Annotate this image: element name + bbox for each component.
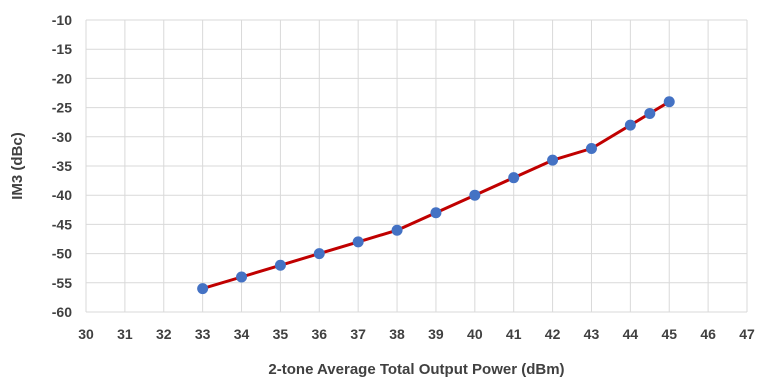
x-tick-label: 32 — [156, 326, 172, 342]
x-tick-label: 36 — [312, 326, 328, 342]
y-tick-label: -50 — [52, 246, 72, 262]
x-tick-label: 42 — [545, 326, 561, 342]
x-tick-label: 40 — [467, 326, 483, 342]
data-point — [469, 189, 481, 201]
data-point — [430, 207, 442, 219]
grid — [85, 19, 748, 313]
data-point — [624, 119, 636, 131]
y-tick-label: -40 — [52, 187, 72, 203]
x-tick-label: 41 — [506, 326, 522, 342]
x-tick-label: 33 — [195, 326, 211, 342]
x-axis-ticks: 30 31 32 33 34 35 36 37 38 39 40 41 42 43 44 45 46 47 — [78, 326, 755, 342]
data-point — [663, 96, 675, 108]
y-tick-label: -55 — [52, 275, 72, 291]
x-tick-label: 34 — [234, 326, 250, 342]
x-axis-title: 2-tone Average Total Output Power (dBm) — [268, 361, 564, 378]
x-tick-label: 35 — [273, 326, 289, 342]
y-tick-label: -45 — [52, 216, 72, 232]
data-point — [352, 236, 364, 248]
y-axis-ticks: -10 -15 -20 -25 -30 -35 -40 -45 -50 -55 -60 — [52, 12, 72, 320]
x-tick-label: 31 — [117, 326, 133, 342]
x-tick-label: 46 — [700, 326, 716, 342]
x-tick-label: 43 — [584, 326, 600, 342]
x-tick-label: 39 — [428, 326, 444, 342]
x-tick-label: 44 — [623, 326, 639, 342]
data-point — [274, 259, 286, 271]
series-layer — [197, 96, 675, 295]
data-point — [391, 224, 403, 236]
y-tick-label: -25 — [52, 100, 72, 116]
data-point — [508, 172, 520, 184]
y-tick-label: -20 — [52, 70, 72, 86]
series-line — [202, 100, 670, 291]
data-point — [585, 142, 597, 154]
data-point — [644, 107, 656, 119]
data-point — [236, 271, 248, 283]
x-tick-label: 30 — [78, 326, 94, 342]
data-point — [313, 248, 325, 260]
x-tick-label: 37 — [350, 326, 366, 342]
y-tick-label: -30 — [52, 129, 72, 145]
x-tick-label: 47 — [739, 326, 755, 342]
y-tick-label: -35 — [52, 158, 72, 174]
y-tick-label: -60 — [52, 304, 72, 320]
y-axis-title: IM3 (dBc) — [9, 132, 26, 200]
x-tick-label: 38 — [389, 326, 405, 342]
data-point — [197, 283, 209, 295]
data-point — [547, 154, 559, 166]
y-tick-label: -15 — [52, 41, 72, 57]
x-tick-label: 45 — [661, 326, 677, 342]
y-tick-label: -10 — [52, 12, 72, 28]
